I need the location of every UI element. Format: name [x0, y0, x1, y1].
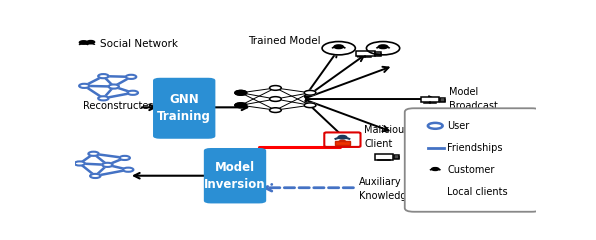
Circle shape — [269, 108, 281, 113]
Circle shape — [334, 45, 343, 49]
FancyBboxPatch shape — [421, 97, 439, 102]
FancyBboxPatch shape — [336, 140, 349, 145]
Circle shape — [108, 84, 119, 89]
Circle shape — [378, 45, 388, 49]
Circle shape — [79, 41, 88, 44]
Circle shape — [322, 42, 355, 55]
Circle shape — [269, 97, 281, 101]
Circle shape — [428, 123, 443, 129]
FancyBboxPatch shape — [375, 52, 380, 56]
FancyBboxPatch shape — [405, 108, 541, 212]
Circle shape — [102, 163, 113, 167]
Text: Trained Model: Trained Model — [249, 36, 321, 46]
Circle shape — [304, 90, 316, 95]
FancyBboxPatch shape — [440, 98, 445, 102]
Circle shape — [79, 84, 89, 88]
Text: User: User — [447, 121, 470, 131]
Text: Local clients: Local clients — [447, 187, 508, 197]
FancyBboxPatch shape — [153, 78, 215, 139]
Text: Model
Inversion: Model Inversion — [204, 161, 266, 191]
Circle shape — [87, 41, 95, 44]
FancyBboxPatch shape — [375, 155, 393, 160]
Circle shape — [423, 165, 448, 175]
Circle shape — [98, 96, 108, 100]
Circle shape — [126, 75, 136, 79]
Circle shape — [269, 86, 281, 90]
FancyBboxPatch shape — [204, 148, 266, 204]
Text: Friendships: Friendships — [447, 143, 503, 153]
Circle shape — [98, 74, 108, 78]
Circle shape — [235, 103, 247, 108]
FancyBboxPatch shape — [444, 190, 448, 194]
FancyBboxPatch shape — [324, 132, 361, 147]
FancyBboxPatch shape — [394, 155, 399, 159]
Circle shape — [338, 135, 347, 139]
FancyBboxPatch shape — [356, 51, 375, 56]
FancyBboxPatch shape — [427, 189, 443, 194]
Text: Malicious
Client: Malicious Client — [364, 125, 409, 149]
Circle shape — [128, 91, 138, 95]
Circle shape — [120, 156, 130, 160]
Circle shape — [304, 103, 316, 108]
Circle shape — [88, 152, 99, 156]
Circle shape — [123, 168, 134, 172]
Circle shape — [90, 174, 101, 178]
Text: GNN
Training: GNN Training — [157, 93, 211, 123]
Text: Customer: Customer — [447, 165, 495, 175]
Text: Model
Broadcast: Model Broadcast — [449, 87, 498, 111]
Circle shape — [432, 168, 439, 170]
Circle shape — [367, 42, 400, 55]
Circle shape — [74, 161, 85, 166]
Text: Auxiliary
Knowledge: Auxiliary Knowledge — [359, 177, 412, 201]
Circle shape — [235, 90, 247, 95]
Text: Social Network: Social Network — [100, 39, 178, 48]
Text: Reconstructed Graph: Reconstructed Graph — [83, 102, 188, 111]
